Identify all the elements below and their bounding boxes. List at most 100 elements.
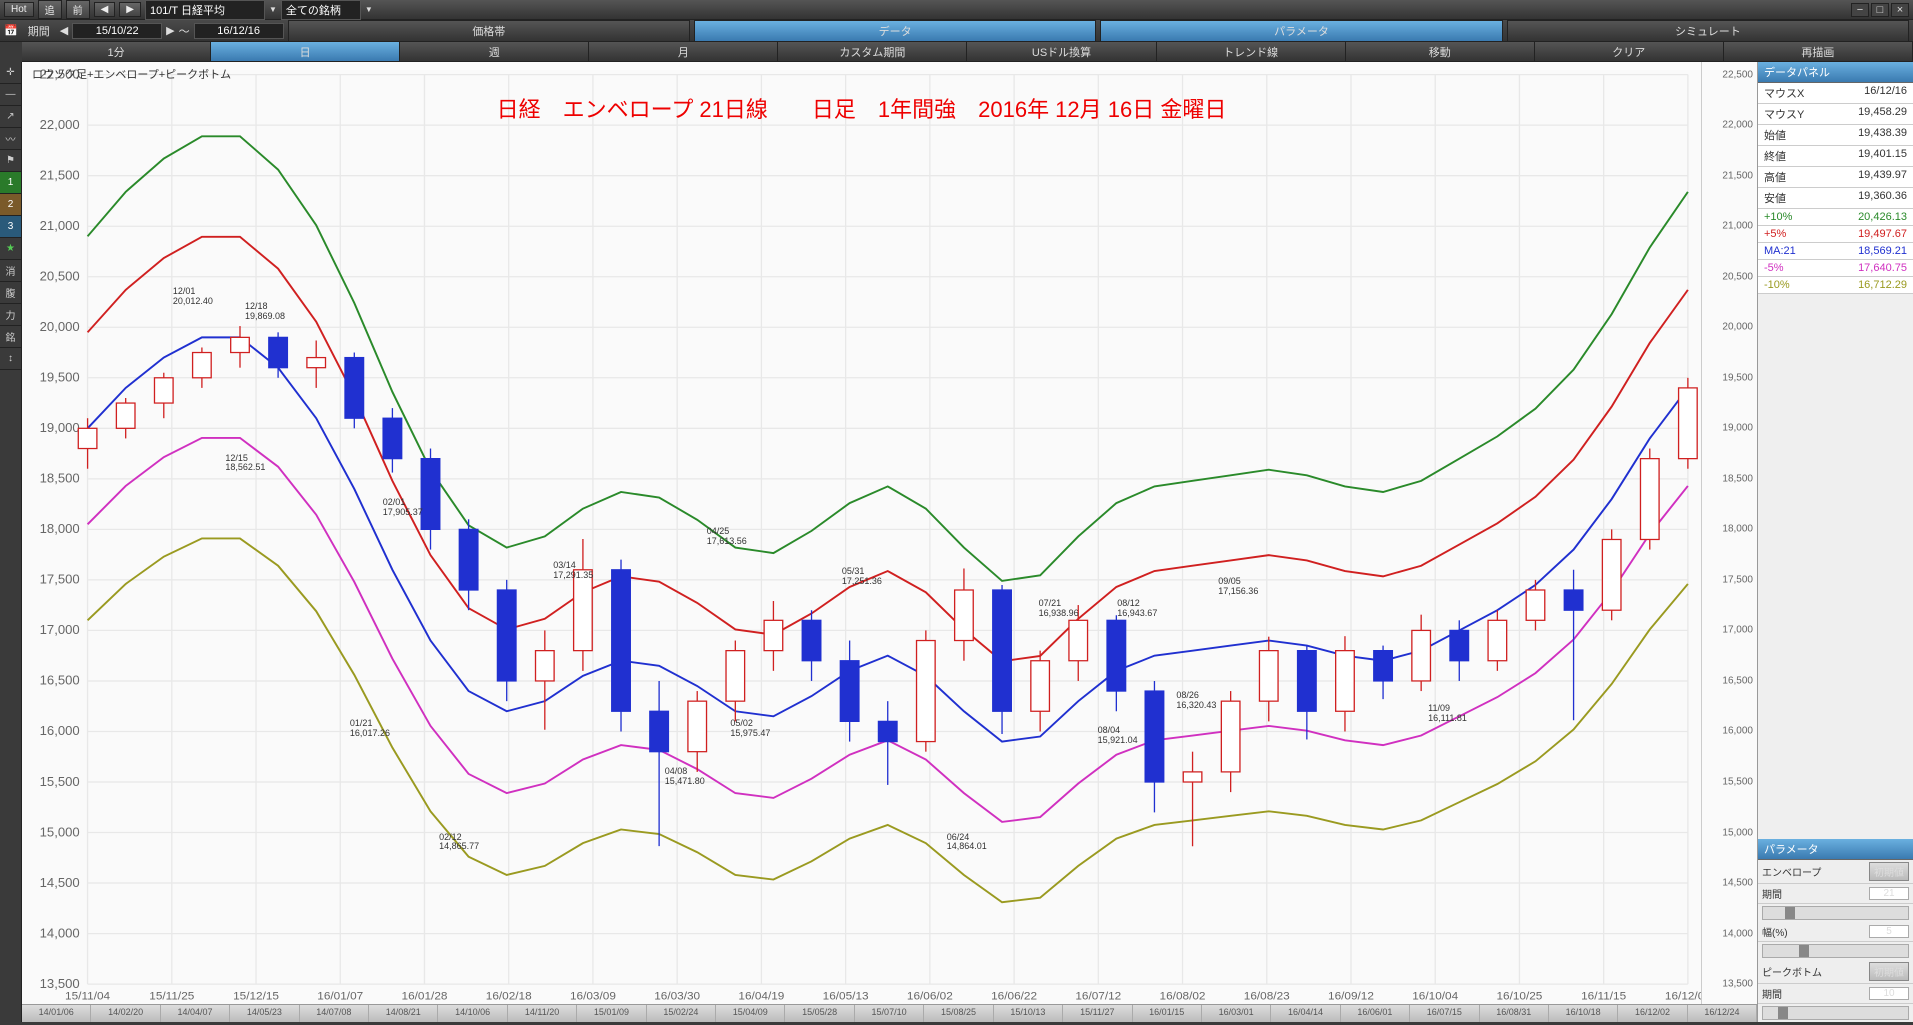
tab-price[interactable]: 価格帯	[288, 20, 690, 42]
svg-text:15/11/04: 15/11/04	[65, 990, 111, 1002]
period-label: 期間	[22, 23, 56, 39]
tool-10[interactable]: 腹	[0, 282, 21, 304]
peak-label: 02/0117,905.37	[383, 498, 423, 518]
period-toolbar: 📅 期間 ◀ 15/10/22 ▶ 〜 16/12/16 価格帯 データ パラメ…	[0, 20, 1913, 42]
peak-label: 11/0916,111.81	[1428, 704, 1467, 724]
date-next-button[interactable]: ▶	[166, 24, 174, 37]
date-prev-button[interactable]: ◀	[60, 24, 68, 37]
bottom-timeline[interactable]: 14/01/0614/02/2014/04/0714/05/2314/07/08…	[22, 1004, 1757, 1022]
tab-param[interactable]: パラメータ	[1100, 20, 1502, 42]
timeframe-tab-4[interactable]: カスタム期間	[778, 42, 967, 61]
svg-text:17,500: 17,500	[40, 572, 80, 587]
back-button[interactable]: 追	[38, 0, 62, 19]
tool-4[interactable]: ⚑	[0, 150, 21, 172]
date-from-input[interactable]: 15/10/22	[72, 23, 162, 39]
tool-11[interactable]: 力	[0, 304, 21, 326]
svg-text:19,500: 19,500	[40, 370, 80, 385]
tab-simulate[interactable]: シミュレート	[1507, 20, 1909, 42]
svg-text:20,500: 20,500	[40, 269, 80, 284]
tool-1[interactable]: —	[0, 84, 21, 106]
tool-6[interactable]: 2	[0, 194, 21, 216]
timeframe-tab-7[interactable]: 移動	[1346, 42, 1535, 61]
tool-12[interactable]: 銘	[0, 326, 21, 348]
svg-text:15/11/25: 15/11/25	[149, 990, 194, 1002]
tool-0[interactable]: ✛	[0, 62, 21, 84]
chart-area[interactable]: ロウソク足+エンベロープ+ピークボトム 日経 エンベロープ 21日線 日足 1年…	[22, 62, 1701, 1022]
peak-label: 12/0120,012.40	[173, 287, 213, 307]
svg-text:19,000: 19,000	[40, 420, 80, 435]
peak-label: 05/0215,975.47	[730, 719, 770, 739]
tool-7[interactable]: 3	[0, 216, 21, 238]
data-row: +5%19,497.67	[1758, 226, 1913, 243]
period-slider[interactable]	[1762, 906, 1909, 920]
timeframe-tab-8[interactable]: クリア	[1535, 42, 1724, 61]
symbol-select[interactable]: 101/T 日経平均	[145, 0, 265, 20]
timeframe-tab-2[interactable]: 週	[400, 42, 589, 61]
svg-text:16/11/15: 16/11/15	[1581, 990, 1626, 1002]
width-slider[interactable]	[1762, 944, 1909, 958]
chart-main-title: 日経 エンベロープ 21日線 日足 1年間強 2016年 12月 16日 金曜日	[497, 92, 1227, 124]
peak-label: 12/1819,869.08	[245, 302, 285, 322]
fwd-button[interactable]: 前	[66, 0, 90, 19]
period-param-input[interactable]: 21	[1869, 887, 1909, 900]
tool-2[interactable]: ↗	[0, 106, 21, 128]
data-row: マウスY19,458.29	[1758, 104, 1913, 125]
period2-param-input[interactable]: 10	[1869, 987, 1909, 1000]
period2-slider[interactable]	[1762, 1006, 1909, 1020]
maximize-icon[interactable]: □	[1871, 3, 1889, 17]
tool-5[interactable]: 1	[0, 172, 21, 194]
next-arrow-button[interactable]: ▶	[119, 2, 141, 17]
right-panel: データパネル マウスX16/12/16マウスY19,458.29始値19,438…	[1757, 62, 1913, 1022]
data-row: MA:2118,569.21	[1758, 243, 1913, 260]
tab-data[interactable]: データ	[694, 20, 1096, 42]
calendar-icon[interactable]: 📅	[4, 24, 18, 37]
data-row: マウスX16/12/16	[1758, 83, 1913, 104]
peakbottom-label: ピークボトム	[1762, 964, 1865, 979]
date-to-input[interactable]: 16/12/16	[194, 23, 284, 39]
data-panel-header: データパネル	[1758, 62, 1913, 83]
timeframe-tab-5[interactable]: USドル換算	[967, 42, 1156, 61]
svg-text:16/05/13: 16/05/13	[823, 990, 869, 1002]
peak-label: 09/0517,156.36	[1218, 577, 1258, 597]
svg-text:16/07/12: 16/07/12	[1075, 990, 1121, 1002]
timeframe-tab-0[interactable]: 1分	[22, 42, 211, 61]
svg-text:13,500: 13,500	[40, 976, 80, 991]
data-row: -5%17,640.75	[1758, 260, 1913, 277]
hot-button[interactable]: Hot	[4, 2, 34, 17]
timeframe-tab-9[interactable]: 再描画	[1724, 42, 1913, 61]
svg-text:16/06/02: 16/06/02	[907, 990, 953, 1002]
filter-select[interactable]: 全ての銘柄	[281, 0, 361, 20]
svg-text:16/12/06: 16/12/06	[1665, 990, 1701, 1002]
peak-label: 08/2616,320.43	[1176, 691, 1216, 711]
tool-8[interactable]: ★	[0, 238, 21, 260]
period2-param-label: 期間	[1762, 986, 1865, 1001]
prev-arrow-button[interactable]: ◀	[94, 2, 116, 17]
data-row: -10%16,712.29	[1758, 277, 1913, 294]
svg-text:20,000: 20,000	[40, 319, 80, 334]
timeframe-tab-6[interactable]: トレンド線	[1157, 42, 1346, 61]
peak-label: 05/3117,251.36	[842, 567, 882, 587]
data-row: 始値19,438.39	[1758, 125, 1913, 146]
timeframe-tab-1[interactable]: 日	[211, 42, 400, 61]
svg-text:22,000: 22,000	[40, 117, 80, 132]
svg-text:21,500: 21,500	[40, 168, 80, 183]
reset-button[interactable]: 初期値	[1869, 862, 1909, 881]
tool-13[interactable]: ↕	[0, 348, 21, 370]
peak-label: 04/0815,471.80	[665, 767, 705, 787]
minimize-icon[interactable]: −	[1851, 3, 1869, 17]
close-icon[interactable]: ×	[1891, 3, 1909, 17]
data-row: 終値19,401.15	[1758, 146, 1913, 167]
svg-text:14,500: 14,500	[40, 875, 80, 890]
peak-label: 07/2116,938.96	[1039, 599, 1079, 619]
peak-label: 08/0415,921.04	[1098, 726, 1138, 746]
reset2-button[interactable]: 初期値	[1869, 962, 1909, 981]
tool-3[interactable]: 〰	[0, 128, 21, 150]
timeframe-toolbar: 1分日週月カスタム期間USドル換算トレンド線移動クリア再描画	[22, 42, 1913, 62]
peak-label: 04/2517,613.56	[707, 527, 747, 547]
left-tool-palette: ✛—↗〰⚑123★消腹力銘↕	[0, 62, 22, 1022]
timeframe-tab-3[interactable]: 月	[589, 42, 778, 61]
width-param-input[interactable]: 5	[1869, 925, 1909, 938]
data-row: 安値19,360.36	[1758, 188, 1913, 209]
width-param-label: 幅(%)	[1762, 924, 1865, 939]
tool-9[interactable]: 消	[0, 260, 21, 282]
